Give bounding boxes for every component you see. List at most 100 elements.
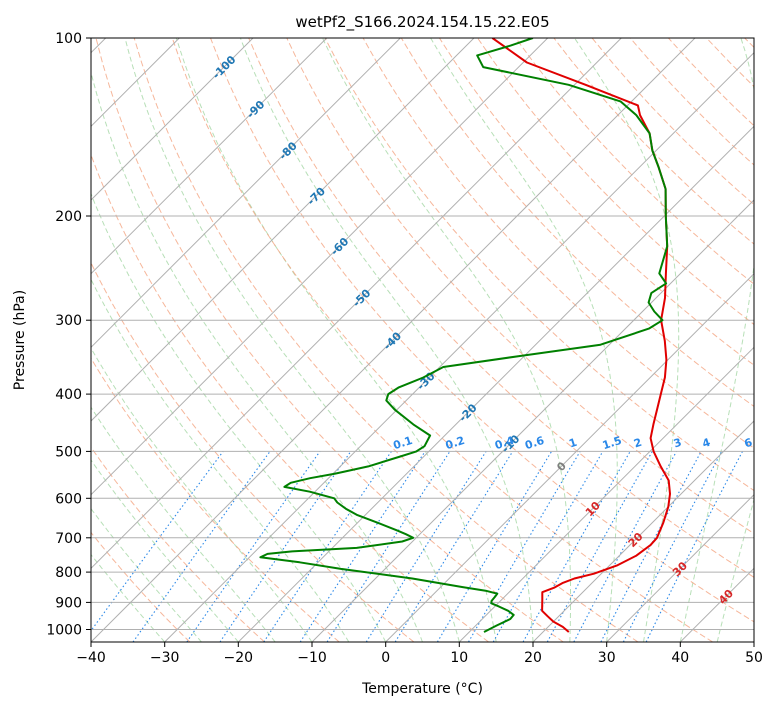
x-tick-label: −40 — [76, 650, 106, 666]
dry-adiabat — [91, 261, 415, 642]
y-axis-label: Pressure (hPa) — [12, 290, 28, 390]
moist-adiabats — [91, 38, 754, 642]
dry-adiabat — [248, 38, 754, 578]
mixing-ratio-label: 1 — [567, 436, 578, 451]
profile-line — [491, 38, 671, 633]
isotherm-line — [532, 420, 754, 642]
moist-adiabat — [716, 497, 754, 642]
isotherm-line — [753, 641, 754, 642]
moist-adiabat — [574, 38, 680, 642]
dry-adiabat — [91, 153, 489, 642]
dry-adiabat — [438, 38, 754, 366]
y-axis-ticks: 1000 900 800 700 600 500 400 300 200 100 — [46, 31, 91, 639]
mixing-ratio-line — [394, 451, 514, 642]
mixing-ratio-label: 0.4 — [493, 434, 516, 452]
moist-adiabat — [124, 38, 460, 642]
profile-line — [259, 38, 669, 633]
mixing-ratio-line — [91, 451, 224, 632]
mixing-ratio-label: 3 — [672, 436, 683, 451]
moist-adiabat — [91, 70, 423, 642]
profile-series — [259, 38, 671, 633]
mixing-ratio-line — [219, 451, 352, 642]
mixing-ratio-line — [645, 451, 743, 642]
plot-area: -100-90-80-70-60-50-40-30-20-10010203040… — [91, 38, 755, 642]
mixing-ratio-line — [468, 451, 581, 642]
isotherm-line — [91, 38, 622, 570]
x-tick-label: −10 — [297, 650, 327, 666]
mixing-ratio-line — [573, 451, 677, 642]
isotherm-line — [164, 51, 754, 642]
dry-adiabat — [95, 38, 564, 642]
moist-adiabat — [679, 38, 754, 642]
plot-frame — [90, 37, 755, 643]
mixing-ratio-label: 1.5 — [601, 434, 624, 452]
mixing-ratio-label: 6 — [743, 436, 755, 451]
dry-adiabat — [629, 38, 754, 166]
skewed-isotherms — [91, 38, 754, 642]
moist-adiabat — [91, 406, 276, 642]
mixing-ratio-line — [436, 451, 553, 642]
dry-adiabat — [706, 38, 754, 88]
dry-adiabat — [171, 38, 713, 642]
dry-adiabat — [515, 38, 754, 285]
isotherm-line — [91, 38, 549, 496]
dry-adiabat — [91, 531, 191, 642]
dry-adiabat — [744, 38, 754, 49]
x-tick-label: −20 — [224, 650, 254, 666]
y-tick-label: 100 — [55, 31, 82, 47]
mixing-ratio-line — [299, 451, 426, 642]
mixing-ratio-label: 0.1 — [392, 434, 415, 452]
y-tick-label: 600 — [55, 491, 82, 507]
chart-title: wetPf2_S166.2024.154.15.22.E05 — [295, 13, 549, 32]
mixing-ratio-label: 4 — [701, 436, 713, 451]
moist-adiabat — [91, 507, 202, 642]
y-tick-label: 400 — [55, 387, 82, 403]
x-tick-label: 0 — [381, 650, 390, 666]
x-tick-label: 50 — [745, 650, 763, 666]
isotherm-line — [91, 38, 475, 422]
isotherm-label: -80 — [277, 139, 300, 162]
mixing-ratio-line — [546, 451, 653, 642]
isotherm-line — [385, 272, 754, 642]
isotherm-line — [679, 567, 754, 642]
x-axis-label: Temperature (°C) — [361, 681, 483, 697]
isotherm-line — [458, 346, 754, 642]
y-tick-label: 300 — [55, 313, 82, 329]
isotherm-line — [606, 493, 754, 642]
moist-adiabat — [175, 38, 497, 642]
mixing-ratio-line — [186, 451, 321, 642]
x-tick-label: −30 — [150, 650, 180, 666]
mixing-ratio-line — [263, 451, 392, 642]
mixing-ratio-line — [522, 451, 631, 642]
y-tick-label: 900 — [55, 595, 82, 611]
moist-adiabat — [239, 38, 534, 642]
mixing-ratio-labels: 0.10.20.40.611.52346810131620253036 — [392, 434, 755, 452]
isotherm-line — [91, 38, 401, 349]
mixing-ratio-label: 2 — [632, 436, 643, 451]
isotherm-line — [311, 199, 754, 642]
isotherm-line — [91, 38, 328, 275]
isotherm-label: -100 — [210, 53, 239, 82]
dry-adiabat — [400, 38, 754, 408]
y-tick-label: 1000 — [46, 623, 82, 639]
x-tick-label: 40 — [671, 650, 689, 666]
dry-adiabat — [133, 38, 639, 642]
x-tick-label: 30 — [598, 650, 616, 666]
grid-lines — [91, 38, 754, 630]
mixing-ratio-line — [326, 451, 451, 642]
isotherm-line — [237, 125, 754, 642]
dry-adiabat — [210, 38, 754, 623]
isotherm-line — [91, 38, 254, 201]
moist-adiabat — [322, 38, 572, 642]
dry-adiabat — [91, 357, 340, 642]
x-tick-label: 20 — [524, 650, 542, 666]
mixing-ratio-label: 0.2 — [444, 434, 467, 452]
isotherm-line — [91, 38, 696, 642]
mixing-ratio-lines — [91, 451, 743, 642]
mixing-ratio-line — [600, 451, 702, 642]
mixing-ratio-line — [622, 451, 723, 642]
y-tick-label: 200 — [55, 209, 82, 225]
y-tick-label: 500 — [55, 444, 82, 460]
